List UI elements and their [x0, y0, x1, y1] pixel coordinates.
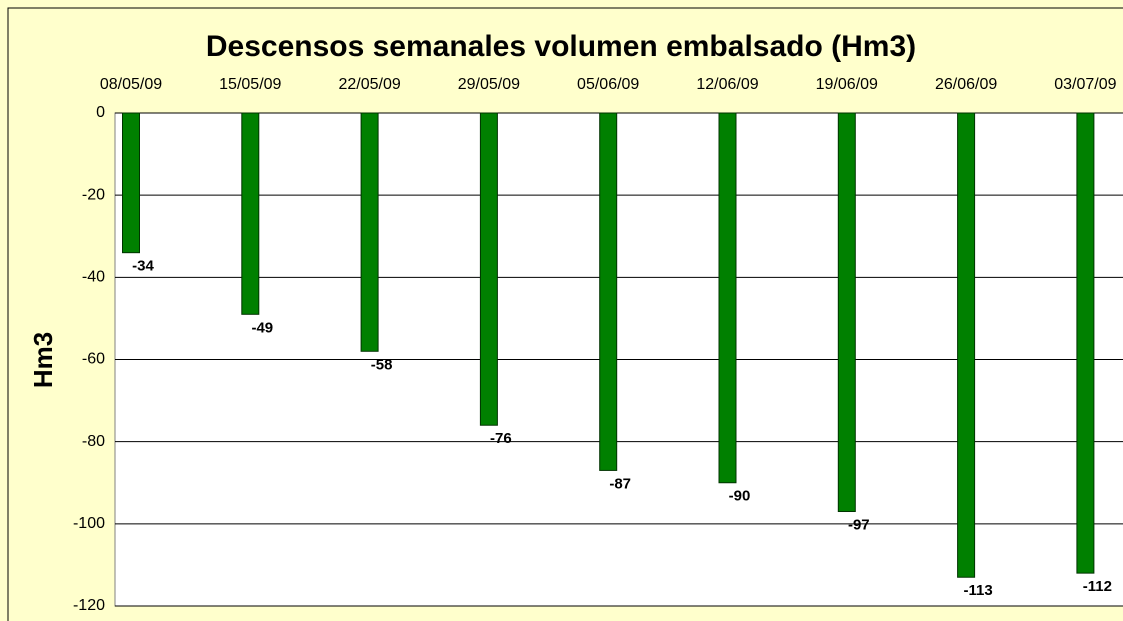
- y-tick-label: -60: [82, 351, 105, 368]
- bar: [479, 112, 498, 426]
- data-label: -49: [251, 319, 273, 336]
- data-label: -87: [609, 475, 631, 492]
- data-label: -97: [848, 516, 870, 533]
- x-tick-label: 29/05/09: [458, 76, 520, 93]
- x-tick-label: 05/06/09: [577, 76, 639, 93]
- y-axis-label: Hm3: [28, 332, 58, 388]
- bar: [957, 112, 976, 578]
- data-label: -58: [371, 356, 393, 373]
- x-tick-label: 15/05/09: [219, 76, 281, 93]
- bar: [241, 112, 260, 315]
- y-tick-label: -120: [73, 597, 105, 614]
- bar: [360, 112, 379, 352]
- data-label: -112: [1083, 578, 1112, 595]
- bar: [1076, 112, 1095, 574]
- x-tick-label: 22/05/09: [338, 76, 400, 93]
- y-tick-label: -40: [82, 269, 105, 286]
- x-tick-label: 08/05/09: [100, 76, 162, 93]
- chart-title: Descensos semanales volumen embalsado (H…: [206, 30, 916, 63]
- data-label: -90: [729, 488, 751, 505]
- bar: [837, 112, 856, 513]
- data-label: -76: [490, 430, 512, 447]
- bar: [718, 112, 737, 484]
- y-tick-label: -100: [73, 515, 105, 532]
- bar: [122, 112, 140, 254]
- x-tick-label: 03/07/09: [1054, 76, 1116, 93]
- data-label: -113: [963, 582, 992, 599]
- y-tick-label: -20: [82, 186, 105, 203]
- data-label: -34: [132, 258, 154, 275]
- y-tick-label: 0: [96, 104, 105, 121]
- x-tick-label: 12/06/09: [696, 76, 758, 93]
- bar: [599, 112, 618, 471]
- y-tick-label: -80: [82, 433, 105, 450]
- x-tick-label: 19/06/09: [816, 76, 878, 93]
- x-tick-label: 26/06/09: [935, 76, 997, 93]
